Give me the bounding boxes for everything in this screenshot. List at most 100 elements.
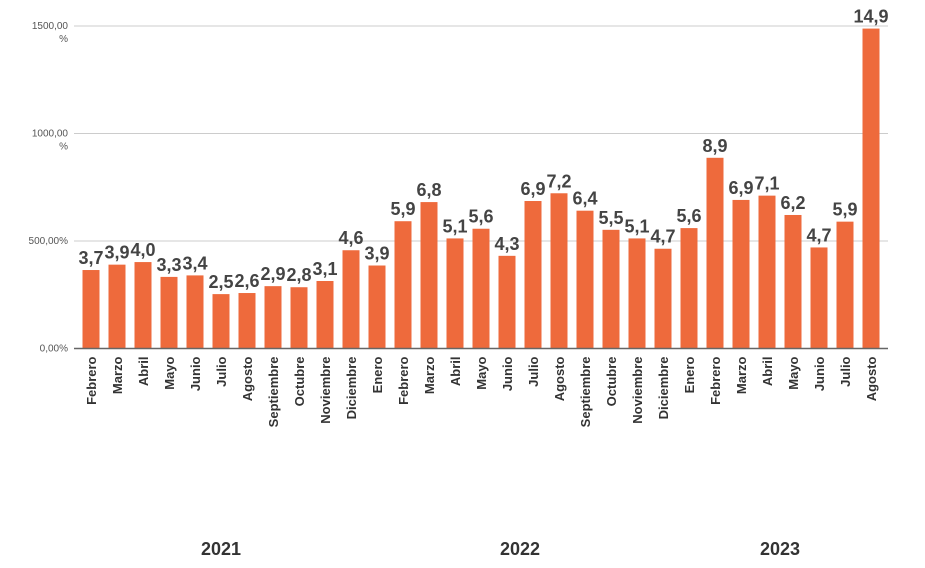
year-label: 2023 bbox=[760, 539, 800, 559]
x-tick-label: Enero bbox=[682, 356, 697, 393]
bar bbox=[134, 262, 152, 349]
data-label: 5,6 bbox=[676, 206, 701, 226]
x-tick-label: Abril bbox=[136, 357, 151, 387]
bar bbox=[654, 248, 672, 349]
x-tick-label: Noviembre bbox=[630, 357, 645, 424]
y-tick-unit: % bbox=[59, 34, 68, 45]
data-label: 7,1 bbox=[754, 174, 779, 194]
data-label: 4,0 bbox=[130, 240, 155, 260]
x-tick-label: Septiembre bbox=[578, 357, 593, 428]
y-axis-ticks: 0,00% 500,00% 1000,00% 1500,00% bbox=[29, 21, 69, 355]
bar bbox=[498, 255, 516, 349]
data-label: 3,1 bbox=[312, 259, 337, 279]
x-tick-label: Junio bbox=[500, 356, 515, 391]
data-label: 3,9 bbox=[104, 243, 129, 263]
bar bbox=[368, 265, 386, 349]
bar bbox=[524, 201, 542, 349]
bar bbox=[706, 157, 724, 349]
bar bbox=[264, 286, 282, 349]
bar bbox=[446, 238, 464, 349]
x-tick-label: Diciembre bbox=[656, 357, 671, 420]
bar bbox=[732, 199, 750, 349]
data-label: 7,2 bbox=[546, 171, 571, 191]
bar bbox=[342, 250, 360, 349]
x-tick-label: Diciembre bbox=[344, 357, 359, 420]
y-tick-label: 1000,00 bbox=[32, 129, 69, 140]
data-label: 5,1 bbox=[442, 216, 467, 236]
bar bbox=[290, 287, 308, 349]
bar bbox=[680, 228, 698, 349]
x-tick-label: Julio bbox=[214, 356, 229, 386]
year-labels: 2021 2022 2023 bbox=[201, 539, 800, 559]
x-tick-label: Junio bbox=[812, 356, 827, 391]
data-label: 8,9 bbox=[702, 136, 727, 156]
year-label: 2022 bbox=[500, 539, 540, 559]
y-tick-label: 0,00% bbox=[40, 344, 68, 355]
x-tick-label: Mayo bbox=[474, 356, 489, 389]
bar bbox=[212, 294, 230, 349]
data-label: 2,8 bbox=[286, 265, 311, 285]
x-tick-label: Julio bbox=[838, 356, 853, 386]
x-tick-label: Julio bbox=[526, 356, 541, 386]
bar bbox=[394, 221, 412, 349]
data-label: 4,7 bbox=[806, 225, 831, 245]
x-tick-label: Marzo bbox=[110, 356, 125, 394]
data-label: 5,9 bbox=[390, 199, 415, 219]
x-tick-label: Abril bbox=[448, 357, 463, 387]
x-tick-label: Abril bbox=[760, 357, 775, 387]
x-tick-label: Agosto bbox=[240, 356, 255, 401]
data-label: 6,9 bbox=[728, 178, 753, 198]
data-label: 3,3 bbox=[156, 255, 181, 275]
y-tick-label: 1500,00 bbox=[32, 21, 69, 32]
data-label: 5,5 bbox=[598, 208, 623, 228]
bar bbox=[836, 221, 854, 349]
x-tick-label: Mayo bbox=[786, 356, 801, 389]
x-tick-label: Febrero bbox=[84, 356, 99, 404]
bar bbox=[186, 275, 204, 349]
x-tick-label: Septiembre bbox=[266, 357, 281, 428]
data-label: 2,9 bbox=[260, 264, 285, 284]
x-tick-label: Mayo bbox=[162, 356, 177, 389]
bar bbox=[160, 276, 178, 349]
data-label: 3,7 bbox=[78, 248, 103, 268]
data-label: 5,1 bbox=[624, 216, 649, 236]
x-tick-label: Junio bbox=[188, 356, 203, 391]
x-tick-label: Enero bbox=[370, 356, 385, 393]
bar bbox=[472, 228, 490, 349]
bar bbox=[862, 28, 880, 349]
data-label: 14,9 bbox=[853, 7, 888, 27]
bar bbox=[810, 247, 828, 349]
bar bbox=[628, 238, 646, 349]
x-tick-label: Febrero bbox=[708, 356, 723, 404]
bar bbox=[576, 210, 594, 349]
data-labels: 3,7 3,9 4,03,3 3,42,5 2,6 2,9 2,8 3,14,63,95,96… bbox=[78, 7, 888, 293]
bar bbox=[758, 195, 776, 349]
data-label: 4,6 bbox=[338, 228, 363, 248]
data-label: 3,9 bbox=[364, 244, 389, 264]
x-tick-label: Agosto bbox=[864, 356, 879, 401]
data-label: 6,9 bbox=[520, 179, 545, 199]
bars bbox=[82, 28, 880, 349]
bar bbox=[108, 264, 126, 349]
data-label: 6,4 bbox=[572, 189, 597, 209]
x-axis-ticks: Febrero Marzo Abril Mayo Junio Julio Agosto Sep… bbox=[84, 356, 879, 427]
data-label: 3,4 bbox=[182, 253, 207, 273]
bar bbox=[784, 214, 802, 349]
bar bbox=[602, 229, 620, 349]
data-label: 6,8 bbox=[416, 180, 441, 200]
data-label: 4,3 bbox=[494, 234, 519, 254]
x-tick-label: Marzo bbox=[422, 356, 437, 394]
data-label: 6,2 bbox=[780, 193, 805, 213]
bar bbox=[238, 293, 256, 349]
x-tick-label: Agosto bbox=[552, 356, 567, 401]
y-tick-label: 500,00% bbox=[29, 236, 69, 247]
year-label: 2021 bbox=[201, 539, 241, 559]
x-tick-label: Octubre bbox=[604, 357, 619, 407]
y-tick-unit: % bbox=[59, 142, 68, 153]
bar bbox=[82, 270, 100, 349]
bar bbox=[550, 193, 568, 349]
bar bbox=[420, 202, 438, 349]
x-tick-label: Marzo bbox=[734, 356, 749, 394]
data-label: 4,7 bbox=[650, 227, 675, 247]
